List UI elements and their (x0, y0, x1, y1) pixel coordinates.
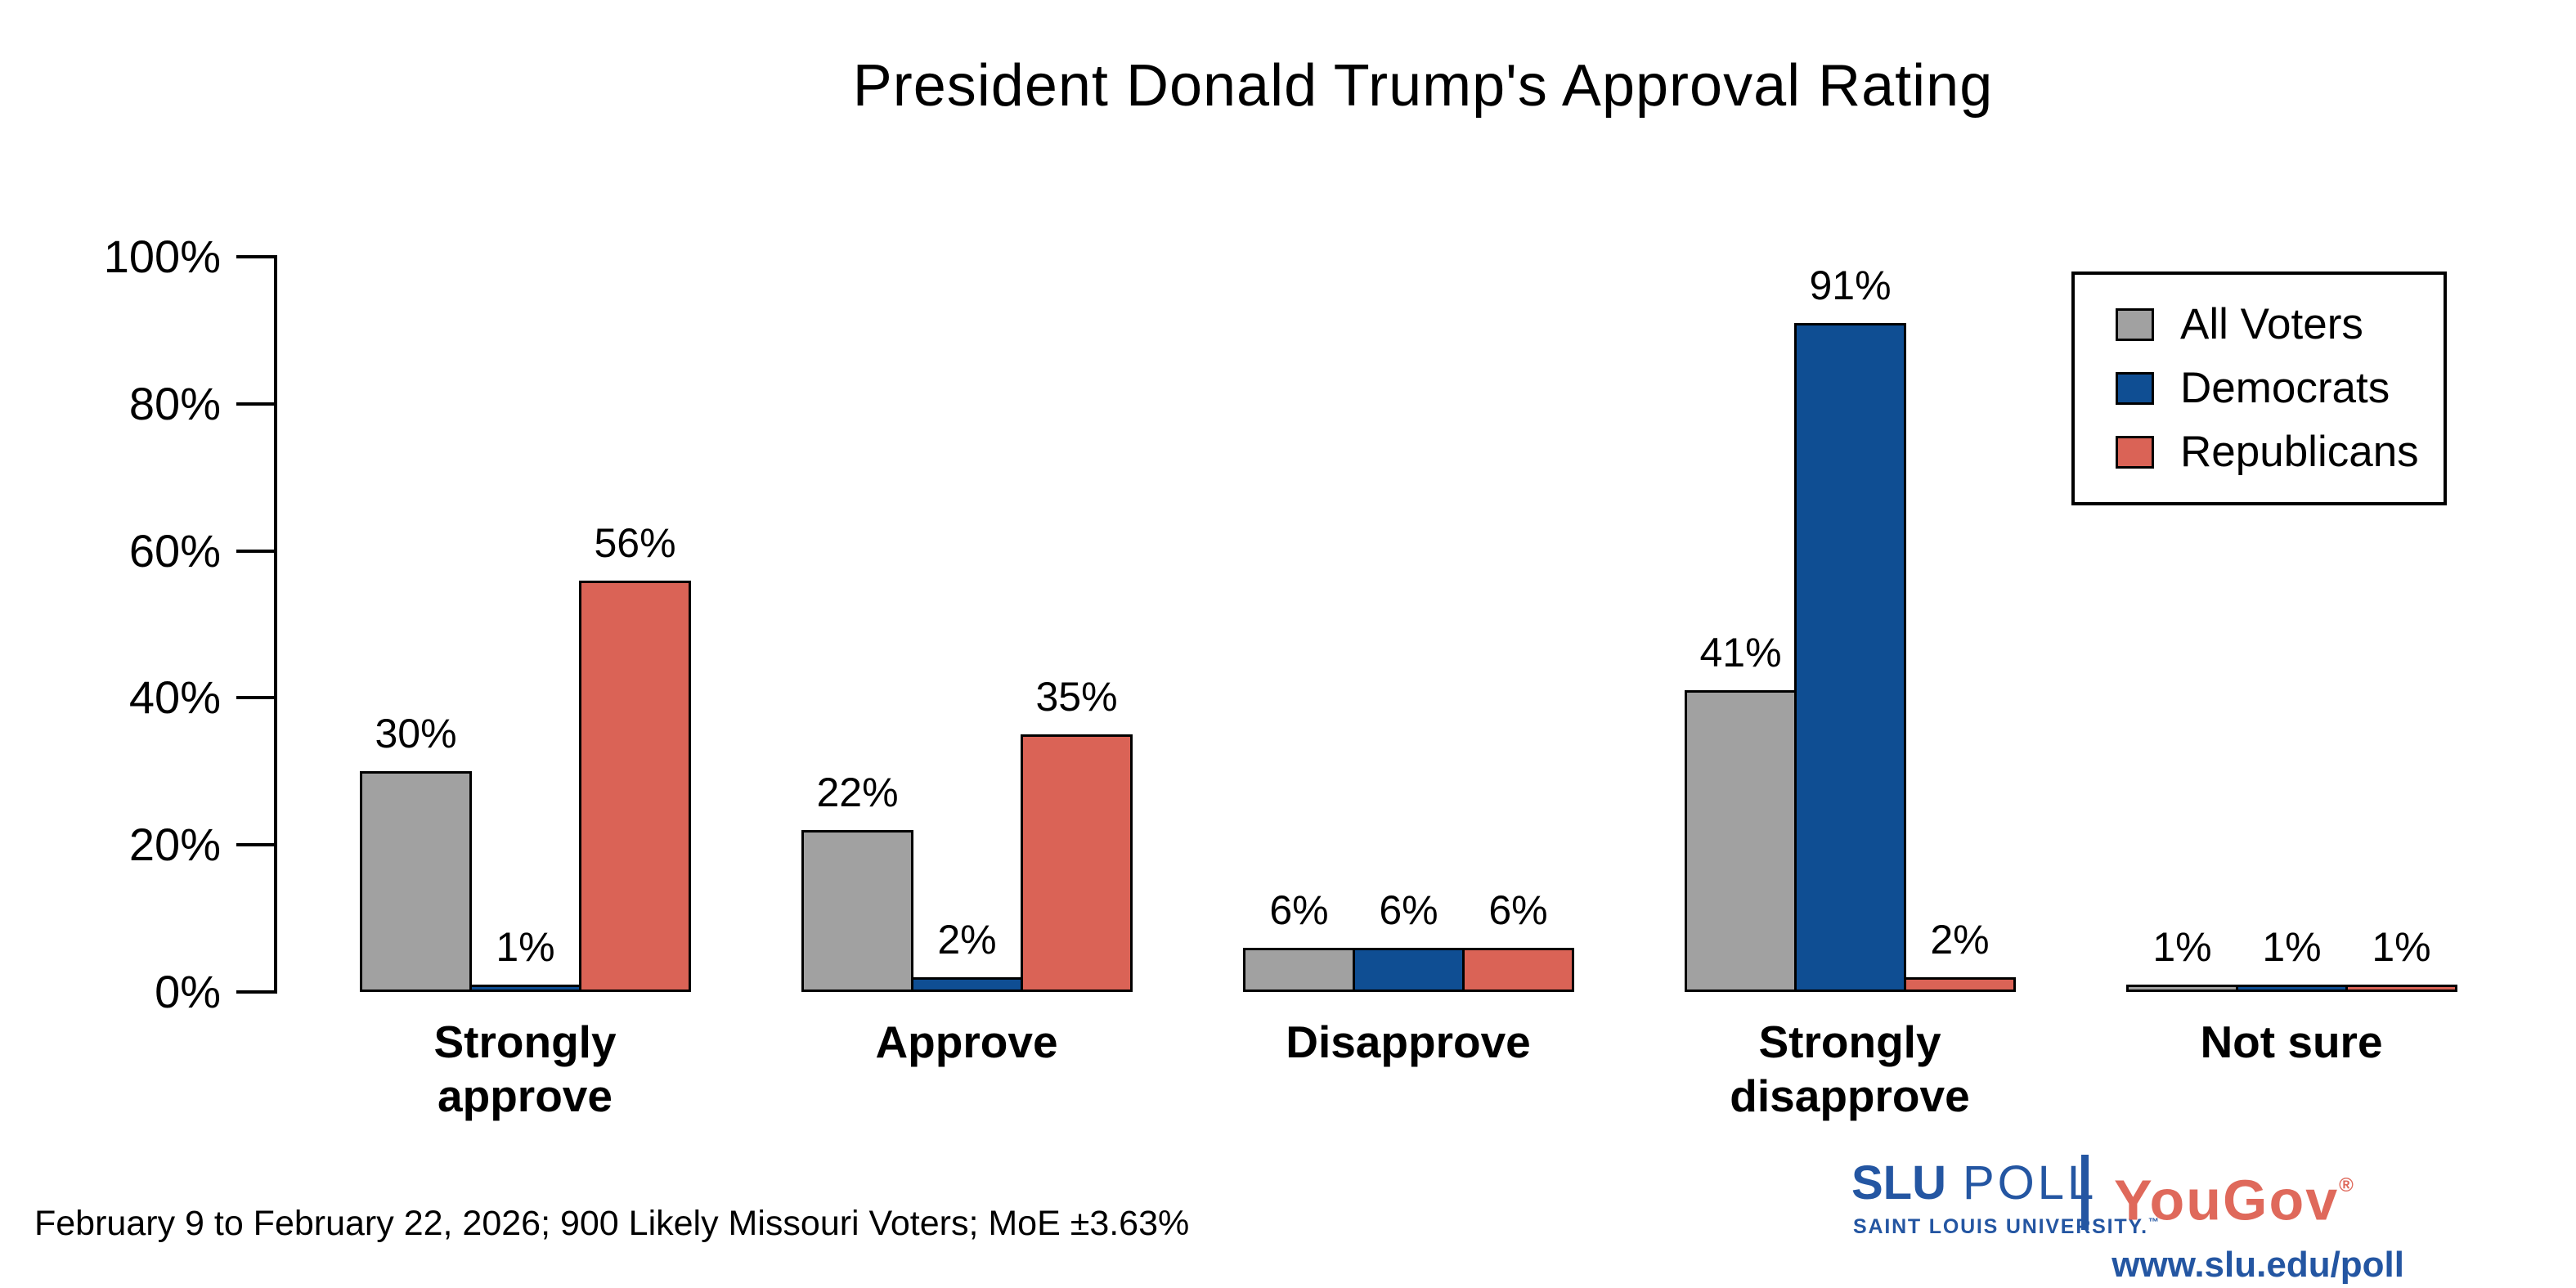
trademark-symbol: ™ (2147, 1215, 2159, 1228)
bar-republicans-5 (2345, 985, 2457, 992)
logo-divider (2081, 1155, 2089, 1230)
x-axis-category-line: approve (438, 1070, 613, 1121)
y-axis-tick-label: 80% (128, 378, 221, 429)
y-axis-tick-label: 40% (128, 671, 221, 723)
y-axis-line (274, 255, 277, 994)
y-axis-tick-label: 0% (155, 966, 221, 1017)
y-axis-tick-label: 20% (128, 819, 221, 870)
bar-all-voters-5 (2126, 985, 2238, 992)
bar-republicans-3 (1462, 948, 1574, 992)
bar-all-voters-4 (1685, 690, 1797, 992)
legend-item-all-voters: All Voters (2116, 301, 2444, 348)
y-axis-tick-label: 60% (128, 525, 221, 577)
slu-logo-text: SLU (1851, 1156, 1946, 1209)
x-axis-category-line: Disapprove (1286, 1016, 1531, 1067)
bar-value-label: 2% (1930, 917, 1990, 963)
bar-value-label: 30% (375, 711, 457, 756)
bar-democrats-1 (469, 985, 581, 992)
yougov-logo: YouGov® (2114, 1165, 2354, 1229)
bar-republicans-1 (579, 581, 691, 992)
bar-value-label: 22% (816, 770, 899, 815)
bar-value-label: 1% (2372, 924, 2431, 970)
slu-poll-logo: SLU POLL (1851, 1160, 2097, 1219)
legend-label-democrats: Democrats (2180, 364, 2390, 412)
bar-democrats-4 (1794, 323, 1906, 992)
bar-value-label: 6% (1379, 887, 1438, 933)
bar-value-label: 1% (496, 924, 555, 970)
x-axis-category-label: Approve (705, 1015, 1228, 1069)
bar-value-label: 6% (1269, 887, 1329, 933)
legend-label-all-voters: All Voters (2180, 300, 2363, 348)
x-axis-category-label: Disapprove (1147, 1015, 1670, 1069)
x-axis-category-line: Strongly (433, 1016, 617, 1067)
y-axis-tick-label: 100% (103, 231, 221, 282)
legend-swatch-all-voters (2116, 308, 2154, 341)
bar-all-voters-3 (1243, 948, 1355, 992)
legend-swatch-democrats (2116, 372, 2154, 405)
bar-republicans-2 (1021, 734, 1133, 992)
bar-value-label: 35% (1035, 674, 1118, 720)
x-axis-category-label: Strongly approve (263, 1015, 787, 1123)
bar-value-label: 91% (1809, 263, 1892, 308)
footnote-methodology: February 9 to February 22, 2026; 900 Lik… (34, 1204, 1190, 1243)
y-axis-tick (236, 402, 274, 406)
bar-all-voters-1 (360, 771, 472, 992)
x-axis-category-line: Approve (875, 1016, 1058, 1067)
y-axis-tick (236, 843, 274, 846)
x-axis-category-line: Not sure (2200, 1016, 2383, 1067)
bar-republicans-4 (1904, 977, 2016, 992)
y-axis-tick (236, 255, 274, 258)
bar-value-label: 56% (594, 520, 676, 566)
yougov-logo-text: YouGov (2114, 1168, 2340, 1232)
x-axis-category-label: Strongly disapprove (1588, 1015, 2112, 1123)
bar-value-label: 2% (937, 917, 997, 963)
bar-democrats-3 (1353, 948, 1465, 992)
y-axis-tick (236, 990, 274, 994)
legend-item-democrats: Democrats (2116, 365, 2444, 412)
bar-value-label: 1% (2262, 924, 2322, 970)
legend-swatch-republicans (2116, 436, 2154, 469)
y-axis-tick (236, 696, 274, 699)
legend: All Voters Democrats Republicans (2071, 272, 2447, 505)
slu-university-subtext: SAINT LOUIS UNIVERSITY.™ (1853, 1215, 2159, 1239)
bar-value-label: 41% (1699, 630, 1782, 675)
bar-value-label: 1% (2152, 924, 2212, 970)
slu-university-label: SAINT LOUIS UNIVERSITY. (1853, 1215, 2148, 1238)
bar-all-voters-2 (801, 830, 913, 992)
legend-item-republicans: Republicans (2116, 429, 2444, 476)
y-axis-tick (236, 550, 274, 553)
x-axis-category-line: Strongly (1758, 1016, 1941, 1067)
legend-label-republicans: Republicans (2180, 428, 2419, 476)
poll-url: www.slu.edu/poll (2112, 1245, 2404, 1285)
bar-democrats-5 (2236, 985, 2348, 992)
x-axis-category-line: disapprove (1730, 1070, 1970, 1121)
bar-value-label: 6% (1488, 887, 1548, 933)
branding-block: SLU POLL SAINT LOUIS UNIVERSITY.™ YouGov®… (1832, 1143, 2535, 1288)
x-axis-category-label: Not sure (2030, 1015, 2553, 1069)
poll-logo-text: POLL (1963, 1156, 2098, 1209)
chart-title: President Donald Trump's Approval Rating (852, 53, 1994, 119)
bar-democrats-2 (911, 977, 1023, 992)
registered-symbol: ® (2339, 1174, 2354, 1196)
